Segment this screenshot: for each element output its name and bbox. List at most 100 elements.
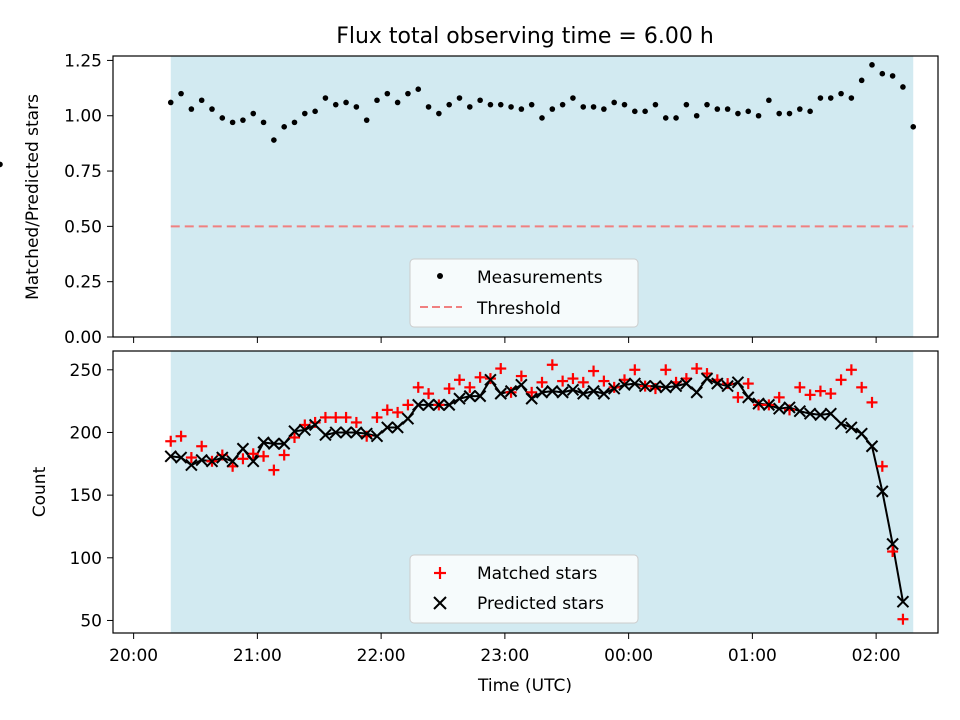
predicted-star-point bbox=[876, 485, 889, 498]
predicted-star-point bbox=[277, 437, 291, 450]
matched-star-point bbox=[495, 363, 507, 375]
matched-star-point bbox=[588, 365, 600, 377]
predicted-star-point bbox=[432, 398, 446, 412]
predicted-star-point bbox=[174, 451, 188, 464]
predicted-star-point bbox=[195, 453, 208, 467]
predicted-star-point bbox=[700, 372, 714, 385]
predicted-star-point bbox=[236, 442, 250, 455]
measurement-point bbox=[827, 95, 834, 101]
predicted-star-point bbox=[824, 407, 837, 420]
measurement-point bbox=[662, 115, 669, 121]
predicted-star-point bbox=[484, 373, 497, 387]
matched-star-point bbox=[196, 440, 208, 452]
ratio-panel-frame bbox=[112, 55, 939, 338]
matched-star-point bbox=[247, 448, 259, 460]
measurement-point bbox=[755, 112, 762, 119]
matched-star-point bbox=[454, 374, 465, 386]
predicted-star-point bbox=[226, 455, 239, 468]
measurement-point bbox=[580, 104, 587, 110]
matched-star-point bbox=[237, 453, 249, 465]
measurements-legend-label: Measurements bbox=[477, 268, 603, 288]
matched-star-point bbox=[887, 546, 899, 558]
predicted-star-point bbox=[381, 421, 394, 434]
measurement-point bbox=[652, 101, 659, 108]
predicted-star-point bbox=[649, 379, 662, 393]
predicted-star-point bbox=[164, 450, 177, 463]
measurement-point bbox=[559, 101, 566, 108]
ratio-y-tick-label: 1.00 bbox=[64, 107, 102, 127]
predicted-legend-label: Predicted stars bbox=[477, 594, 604, 614]
measurement-point bbox=[724, 106, 731, 112]
measurement-point bbox=[776, 110, 782, 117]
matched-star-point bbox=[691, 363, 703, 375]
matched-star-point bbox=[443, 383, 455, 395]
measurement-point bbox=[714, 106, 721, 112]
measurement-point bbox=[497, 101, 504, 108]
predicted-star-point bbox=[412, 398, 425, 412]
matched-star-point bbox=[515, 370, 527, 382]
predicted-star-point bbox=[597, 387, 611, 400]
predicted-star-point bbox=[742, 391, 755, 404]
measurement-point bbox=[889, 73, 896, 79]
predicted-star-point bbox=[587, 384, 600, 398]
predicted-star-point bbox=[607, 382, 621, 395]
measurement-point bbox=[549, 106, 556, 112]
matched-star-point bbox=[175, 430, 187, 442]
x-tick-label: 21:00 bbox=[233, 646, 282, 666]
matched-star-point bbox=[567, 373, 579, 385]
predicted-star-point bbox=[319, 428, 332, 442]
predicted-star-point bbox=[638, 379, 652, 393]
ratio-y-tick-label: 0.25 bbox=[64, 273, 102, 293]
matched-star-point bbox=[794, 381, 806, 393]
measurement-point bbox=[374, 97, 380, 104]
predicted-star-point bbox=[463, 389, 477, 403]
predicted-star-point bbox=[845, 421, 858, 434]
x-tick-label: 23:00 bbox=[480, 646, 529, 666]
measurement-point bbox=[611, 99, 617, 106]
matched-star-point bbox=[330, 411, 342, 423]
matched-star-point bbox=[402, 399, 414, 411]
ratio-y-tick-label: 0.50 bbox=[64, 217, 102, 237]
measurement-point bbox=[0, 161, 3, 168]
measurement-point bbox=[229, 119, 236, 126]
predicted-star-point bbox=[669, 379, 683, 393]
matched-star-point bbox=[814, 385, 826, 397]
matched-star-point bbox=[804, 389, 816, 401]
measurement-point bbox=[508, 104, 514, 110]
predicted-star-point bbox=[473, 389, 487, 403]
measurement-point bbox=[797, 106, 803, 112]
predicted-star-point bbox=[267, 437, 281, 450]
predicted-star-point bbox=[556, 386, 569, 399]
measurement-point bbox=[425, 104, 432, 110]
matched-star-point bbox=[258, 450, 270, 462]
measurement-point bbox=[405, 90, 411, 97]
x-axis-label: Time (UTC) bbox=[477, 676, 572, 696]
measurement-point bbox=[590, 104, 597, 110]
measurement-point bbox=[786, 110, 793, 117]
measurement-point bbox=[683, 101, 690, 108]
count-y-tick-label: 150 bbox=[70, 486, 102, 506]
matched-star-point bbox=[876, 460, 888, 472]
predicted-star-point bbox=[752, 397, 765, 410]
measurement-point bbox=[446, 101, 452, 108]
predicted-star-point bbox=[690, 386, 703, 399]
measurements-legend-marker bbox=[437, 273, 443, 279]
matched-star-point bbox=[319, 411, 331, 423]
matched-star-point bbox=[350, 416, 362, 428]
predicted-star-point bbox=[360, 427, 373, 440]
predicted-star-point bbox=[257, 436, 270, 449]
matched-star-point bbox=[381, 404, 393, 416]
measurement-point bbox=[260, 119, 267, 126]
ratio-panel: 0.00 0.25 0.50 0.75 1.00 1.25 Matched/Predict… bbox=[0, 51, 939, 348]
measurement-point bbox=[848, 95, 855, 101]
predicted-star-point bbox=[494, 387, 507, 400]
predicted-star-point bbox=[577, 387, 590, 400]
predicted-star-point bbox=[731, 376, 745, 389]
measurement-point bbox=[240, 117, 246, 123]
predicted-star-point bbox=[762, 398, 776, 412]
matched-star-point bbox=[825, 388, 837, 400]
predicted-star-point bbox=[525, 392, 538, 405]
matched-star-point bbox=[773, 391, 785, 403]
predicted-star-point bbox=[896, 595, 910, 608]
matched-star-point bbox=[474, 371, 486, 383]
